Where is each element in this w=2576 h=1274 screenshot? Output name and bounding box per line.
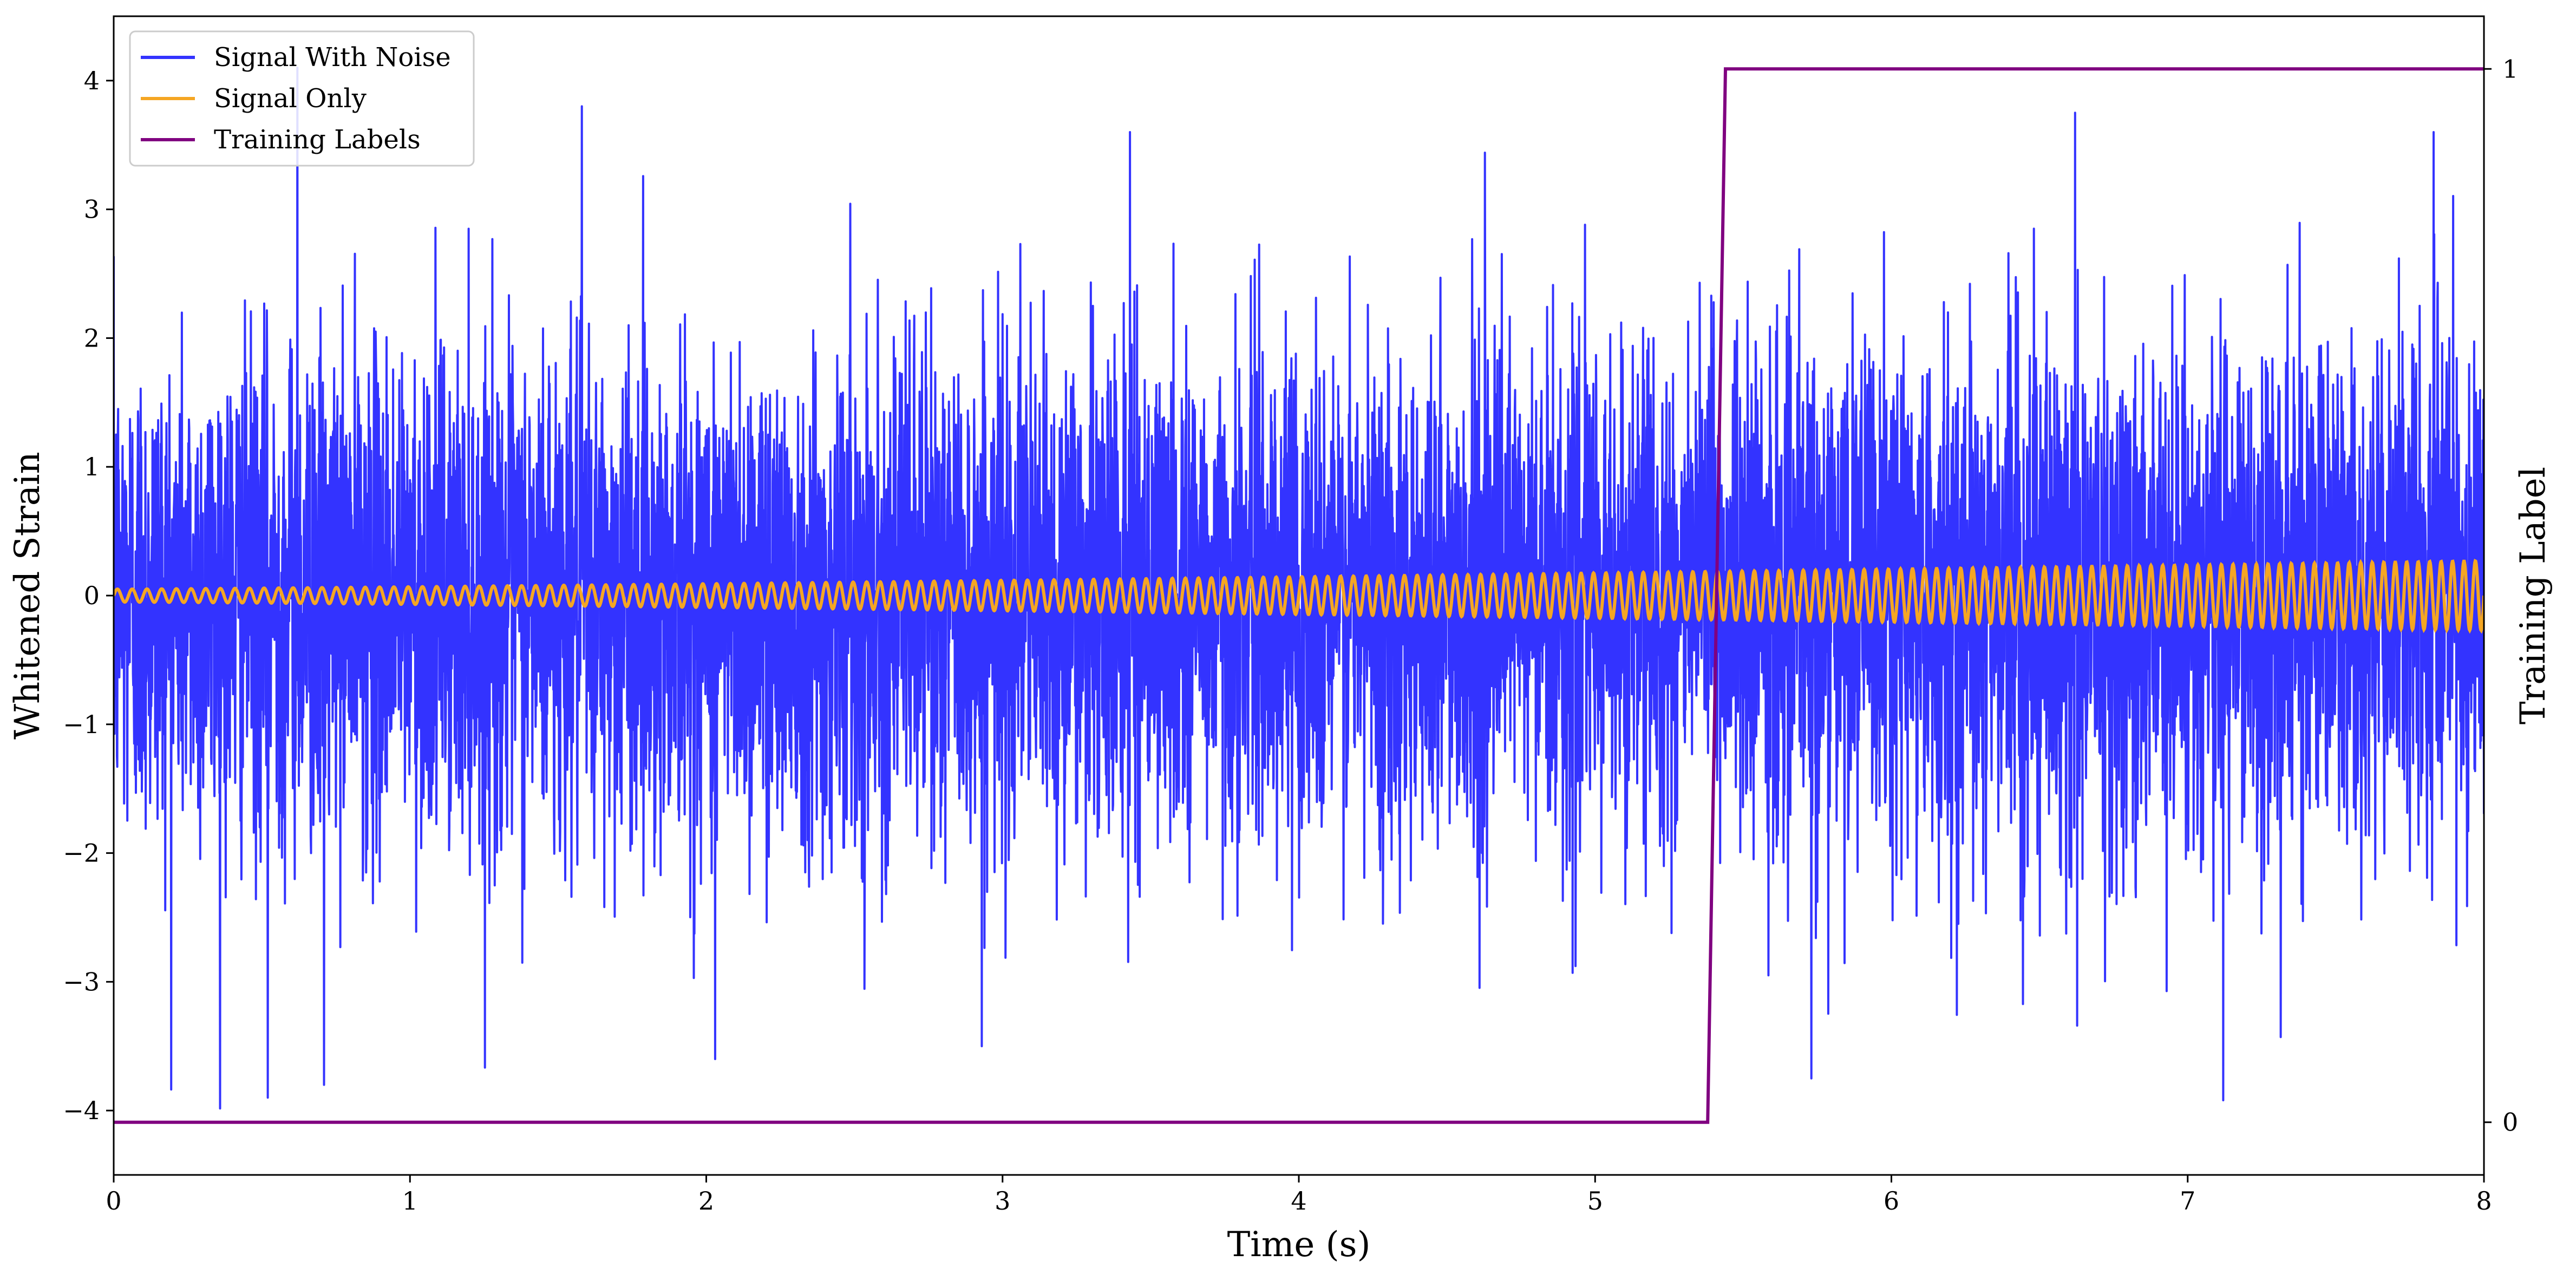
y-tick-label: 1: [84, 452, 100, 481]
x-tick-label: 5: [1587, 1186, 1603, 1216]
x-tick-label: 8: [2476, 1186, 2492, 1216]
legend-entry-label: Signal With Noise: [214, 42, 451, 73]
y-tick-label: 4: [84, 66, 100, 95]
y2-tick-label: 0: [2502, 1108, 2518, 1137]
x-axis-title: Time (s): [1227, 1225, 1371, 1265]
y2-tick-label: 1: [2502, 54, 2518, 83]
series-training-labels-line: [114, 67, 2484, 1124]
series-signal-only-line: [114, 558, 2484, 634]
y-tick-label: −1: [63, 710, 100, 739]
x-tick-label: 6: [1884, 1186, 1899, 1216]
x-tick-label: 4: [1291, 1186, 1306, 1216]
legend-entry-label: Training Labels: [214, 125, 421, 155]
x-tick-label: 0: [106, 1186, 121, 1216]
series-signal-with-noise-line: [114, 67, 2484, 1110]
legend: Signal With Noise Signal Only Training Lab…: [129, 30, 475, 167]
axes: 0 1 2 3 4 5 6 7 8 −4 −3 −2 −1 0 1 2 3 4 0 1 Time (s) Whitened…: [8, 15, 2553, 1265]
y-tick-label: −2: [63, 839, 100, 868]
y-tick-label: −4: [63, 1096, 100, 1125]
x-tick-label: 3: [995, 1186, 1010, 1216]
y-tick-label: 2: [84, 323, 100, 352]
legend-box: [129, 30, 475, 167]
y-tick-label: 3: [84, 195, 100, 224]
y-tick-label: 0: [84, 581, 100, 610]
y-axis-title: Whitened Strain: [8, 452, 48, 739]
plot-area: [114, 67, 2484, 1124]
x-tick-label: 2: [698, 1186, 714, 1216]
legend-entry-label: Signal Only: [214, 83, 367, 114]
x-tick-label: 1: [402, 1186, 418, 1216]
x-tick-label: 7: [2180, 1186, 2195, 1216]
y2-axis-title: Training Label: [2513, 467, 2553, 724]
y-tick-label: −3: [63, 967, 100, 996]
